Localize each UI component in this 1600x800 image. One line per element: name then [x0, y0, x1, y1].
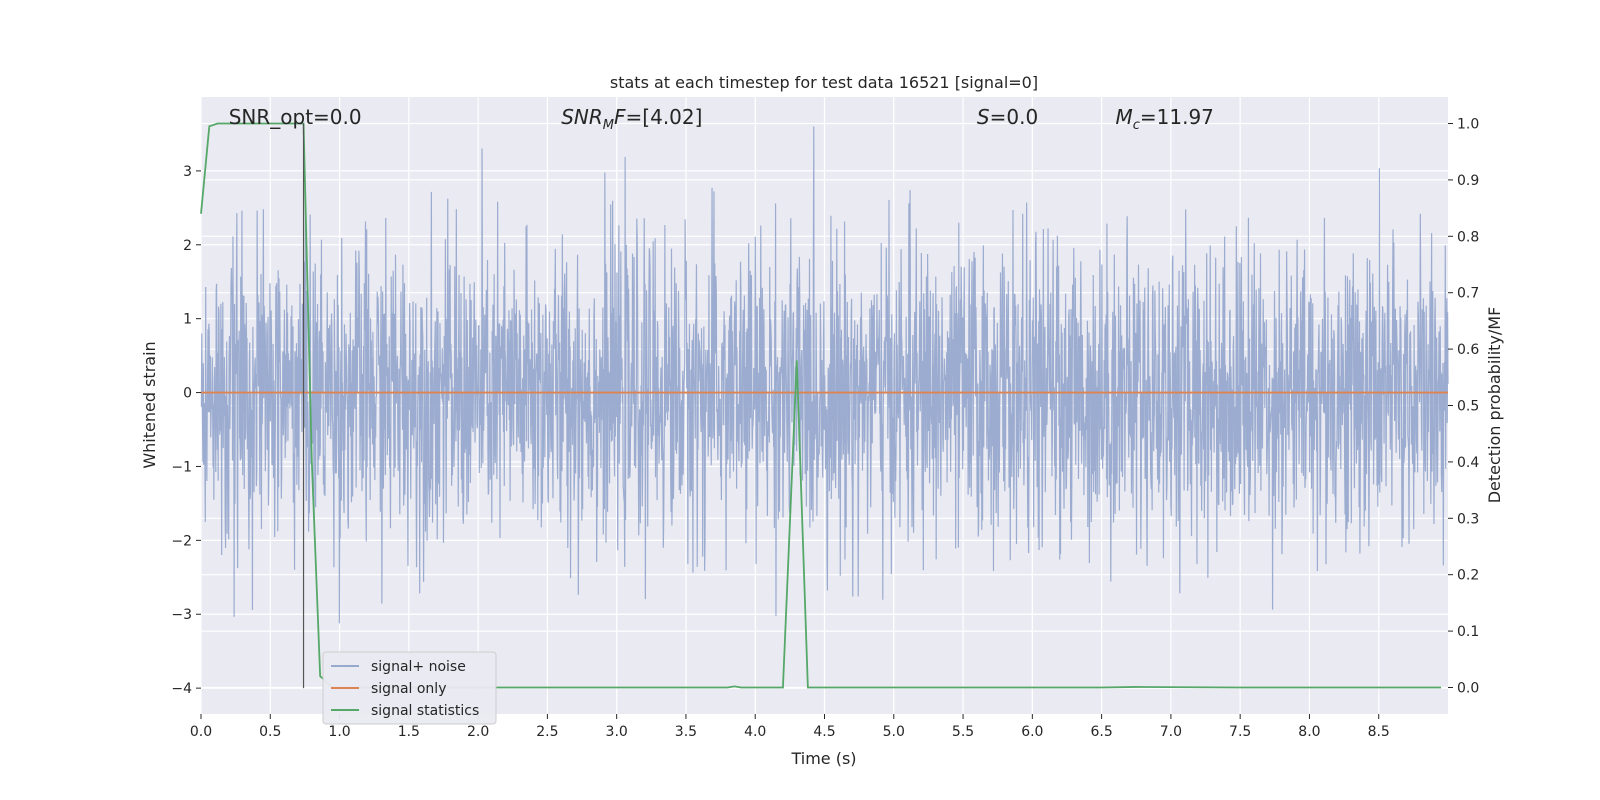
legend-label: signal only	[371, 681, 446, 697]
y2-tick-label: 0.4	[1457, 455, 1479, 471]
legend-box	[322, 651, 497, 725]
y2-tick-label: 0.3	[1457, 511, 1479, 527]
x-tick-label: 8.5	[1368, 724, 1390, 740]
signal-noise-series	[200, 126, 1449, 624]
legend-label: signal+ noise	[371, 659, 466, 675]
y-tick-label: 1	[183, 312, 192, 328]
y2-tick-label: 0.2	[1457, 568, 1479, 584]
legend: signal+ noise signal only signal statistic…	[322, 651, 497, 725]
y-axis-label: Whitened strain	[140, 341, 159, 468]
chart-title: stats at each timestep for test data 165…	[610, 73, 1038, 92]
y2-tick-label: 1.0	[1457, 117, 1479, 133]
annotation-text: SNR_opt=0.0	[229, 105, 362, 129]
y-ticks: −4 −3 −2 −1 0 1 2 3	[171, 164, 201, 697]
y-tick-label: −3	[171, 607, 192, 623]
y2-ticks: 0.0 0.1 0.2 0.3 0.4 0.5 0.6 0.7 0.8 0.9 1.0	[1448, 117, 1479, 696]
x-tick-label: 2.0	[467, 724, 489, 740]
annotation-text: SNRMF=[4.02]	[561, 105, 702, 133]
x-tick-label: 2.5	[536, 724, 558, 740]
y2-tick-label: 0.7	[1457, 286, 1479, 302]
x-tick-label: 4.0	[744, 724, 766, 740]
annotation-text: Mc=11.97	[1115, 105, 1213, 133]
line-series	[200, 122, 1448, 689]
y-tick-label: 3	[183, 164, 192, 180]
x-tick-label: 6.5	[1090, 724, 1112, 740]
y-tick-label: 2	[183, 238, 192, 254]
y-tick-label: 0	[183, 386, 192, 402]
x-tick-label: 3.0	[606, 724, 628, 740]
x-tick-label: 7.0	[1160, 724, 1182, 740]
x-tick-label: 4.5	[813, 724, 835, 740]
y-tick-label: −1	[171, 459, 192, 475]
annotation-text: S=0.0	[977, 105, 1038, 129]
y2-tick-label: 0.9	[1457, 173, 1479, 189]
x-tick-label: 0.0	[190, 724, 212, 740]
x-tick-label: 8.0	[1298, 724, 1320, 740]
y2-tick-label: 0.1	[1457, 624, 1479, 640]
x-axis-label: Time (s)	[790, 749, 856, 768]
legend-label: signal statistics	[371, 703, 479, 719]
y2-axis-label: Detection probability/MF	[1485, 307, 1504, 504]
y2-tick-label: 0.8	[1457, 229, 1479, 245]
x-tick-label: 7.5	[1229, 724, 1251, 740]
y-tick-label: −4	[171, 681, 192, 697]
y2-tick-label: 0.6	[1457, 342, 1479, 358]
y2-tick-label: 0.5	[1457, 399, 1479, 415]
x-tick-label: 3.5	[675, 724, 697, 740]
signal-noise-line	[200, 126, 1449, 624]
y2-tick-label: 0.0	[1457, 680, 1479, 696]
annotations: SNR_opt=0.0 SNRMF=[4.02] S=0.0 Mc=11.97	[229, 105, 1214, 133]
y-tick-label: −2	[171, 533, 192, 549]
x-tick-label: 6.0	[1021, 724, 1043, 740]
x-tick-label: 0.5	[259, 724, 281, 740]
signal-statistics-line	[200, 122, 1442, 689]
x-tick-label: 5.5	[952, 724, 974, 740]
x-tick-label: 1.0	[328, 724, 350, 740]
x-tick-label: 1.5	[398, 724, 420, 740]
x-tick-label: 5.0	[883, 724, 905, 740]
x-ticks: 0.0 0.5 1.0 1.5 2.0 2.5 3.0 3.5 4.0 4.5 5.0 5.5 6.0 6…	[190, 714, 1390, 740]
